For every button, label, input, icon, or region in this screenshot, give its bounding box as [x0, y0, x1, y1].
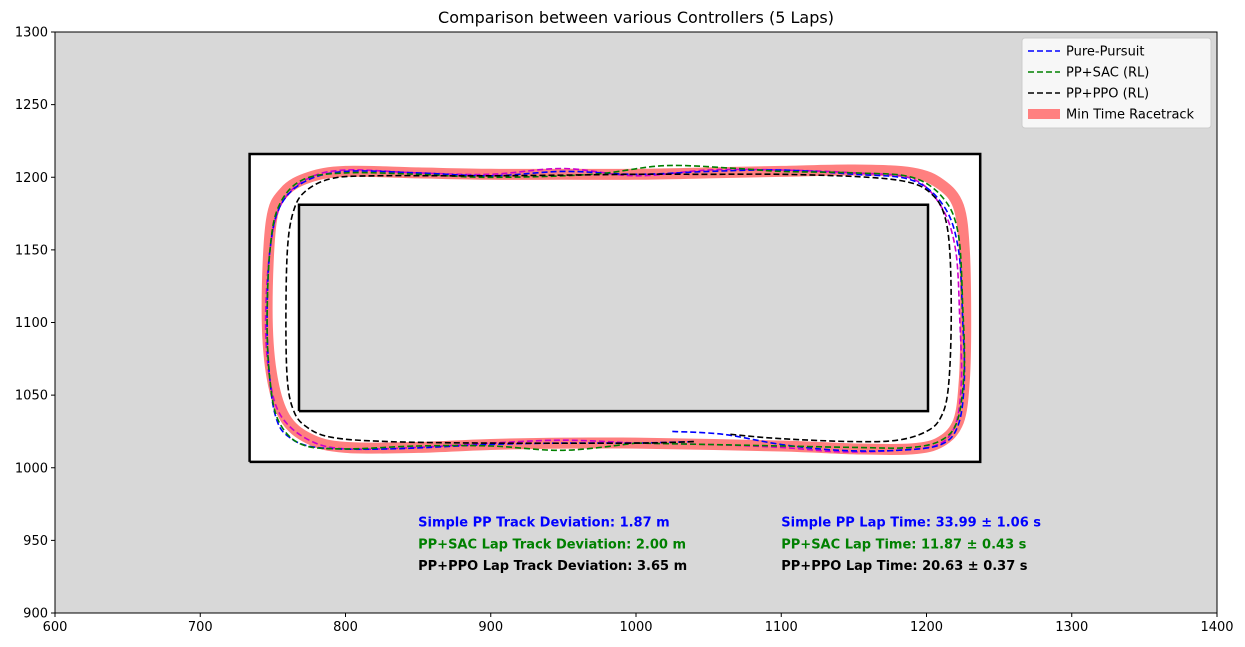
track-outer-boundary: [248, 152, 982, 464]
legend-label: Min Time Racetrack: [1066, 108, 1195, 123]
annotation-text: Simple PP Lap Time: 33.99 ± 1.06 s: [781, 515, 1041, 530]
legend: Pure-Pursuit PP+SAC (RL) PP+PPO (RL) Min Ti…: [1021, 37, 1212, 129]
y-tick-label: 950: [23, 534, 48, 549]
y-tick-label: 1000: [15, 461, 48, 476]
chart-title: Comparison between various Controllers (…: [438, 8, 834, 27]
x-tick-label: 700: [188, 620, 213, 635]
x-axis: 600 700 800 900 1000 1100 1200 1300 1400: [43, 613, 1234, 635]
x-tick-label: 900: [478, 620, 503, 635]
series-line-pp-ppo-rl: [285, 173, 953, 445]
annotations: Simple PP Track Deviation: 1.87 m PP+SAC …: [418, 515, 1041, 574]
y-tick-label: 1050: [15, 389, 48, 404]
legend-box: [1021, 37, 1212, 129]
y-axis: 900 950 1000 1050 1100 1150 1200 1250 1300: [15, 26, 55, 622]
legend-label: PP+PPO (RL): [1066, 87, 1149, 102]
y-tick-label: 1200: [15, 171, 48, 186]
annotation-text: Simple PP Track Deviation: 1.87 m: [418, 515, 670, 530]
legend-label: PP+SAC (RL): [1066, 66, 1149, 81]
y-tick-label: 1300: [15, 26, 48, 41]
x-tick-label: 1400: [1200, 620, 1233, 635]
y-tick-label: 1250: [15, 98, 48, 113]
annotation-text: PP+PPO Lap Time: 20.63 ± 0.37 s: [781, 559, 1028, 574]
x-tick-label: 1100: [765, 620, 798, 635]
x-tick-label: 1000: [619, 620, 652, 635]
x-tick-label: 800: [333, 620, 358, 635]
x-tick-label: 1300: [1055, 620, 1088, 635]
annotation-text: PP+PPO Lap Track Deviation: 3.65 m: [418, 559, 687, 574]
x-tick-label: 1200: [910, 620, 943, 635]
series-line-pp-sac-rl: [266, 164, 966, 452]
series-line-unlabeled-4: [264, 167, 963, 453]
track-inner-boundary: [297, 203, 930, 413]
series-line-pure-pursuit: [266, 169, 966, 452]
annotation-text: PP+SAC Lap Time: 11.87 ± 0.43 s: [781, 537, 1026, 552]
y-tick-label: 900: [23, 607, 48, 622]
x-tick-label: 600: [43, 620, 68, 635]
y-tick-label: 1100: [15, 316, 48, 331]
track-infield: [299, 204, 928, 412]
legend-label: Pure-Pursuit: [1066, 45, 1145, 60]
annotation-text: PP+SAC Lap Track Deviation: 2.00 m: [418, 537, 686, 552]
series-lines: [261, 164, 972, 456]
track-boundaries: [248, 152, 982, 464]
y-tick-label: 1150: [15, 243, 48, 258]
